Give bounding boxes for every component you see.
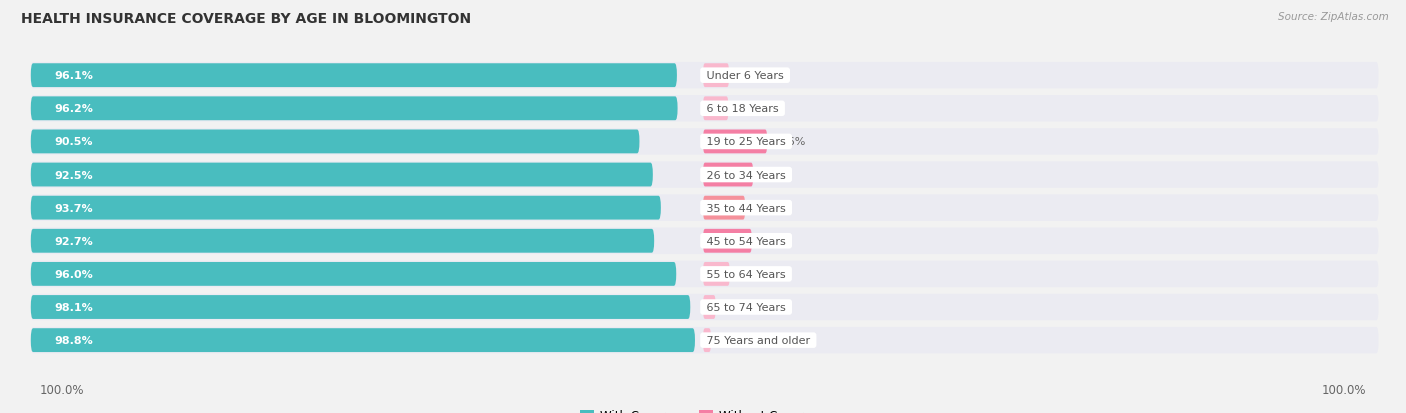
Text: Source: ZipAtlas.com: Source: ZipAtlas.com [1278,12,1389,22]
Text: HEALTH INSURANCE COVERAGE BY AGE IN BLOOMINGTON: HEALTH INSURANCE COVERAGE BY AGE IN BLOO… [21,12,471,26]
FancyBboxPatch shape [703,130,768,154]
Text: 7.3%: 7.3% [762,236,790,246]
Text: 3.9%: 3.9% [740,71,768,81]
Text: 96.1%: 96.1% [55,71,93,81]
FancyBboxPatch shape [31,328,695,352]
Text: 100.0%: 100.0% [39,384,84,396]
FancyBboxPatch shape [31,64,676,88]
FancyBboxPatch shape [31,195,1378,221]
FancyBboxPatch shape [31,162,1378,188]
Text: 100.0%: 100.0% [1322,384,1367,396]
FancyBboxPatch shape [31,261,1378,287]
Text: 75 Years and older: 75 Years and older [703,335,814,345]
Text: 7.5%: 7.5% [763,170,792,180]
FancyBboxPatch shape [31,229,654,253]
FancyBboxPatch shape [31,196,661,220]
FancyBboxPatch shape [703,163,754,187]
FancyBboxPatch shape [31,295,690,319]
FancyBboxPatch shape [31,130,640,154]
Text: 1.9%: 1.9% [725,302,754,312]
Text: Under 6 Years: Under 6 Years [703,71,787,81]
FancyBboxPatch shape [703,295,716,319]
Text: 98.8%: 98.8% [55,335,93,345]
Text: 26 to 34 Years: 26 to 34 Years [703,170,789,180]
Text: 6 to 18 Years: 6 to 18 Years [703,104,782,114]
FancyBboxPatch shape [703,196,745,220]
Text: 90.5%: 90.5% [55,137,93,147]
Text: 92.7%: 92.7% [55,236,93,246]
FancyBboxPatch shape [31,97,678,121]
FancyBboxPatch shape [31,129,1378,155]
FancyBboxPatch shape [703,229,752,253]
FancyBboxPatch shape [31,327,1378,354]
Text: 55 to 64 Years: 55 to 64 Years [703,269,789,279]
Text: 92.5%: 92.5% [55,170,93,180]
FancyBboxPatch shape [703,328,711,352]
Text: 45 to 54 Years: 45 to 54 Years [703,236,789,246]
Text: 1.2%: 1.2% [721,335,749,345]
FancyBboxPatch shape [31,96,1378,122]
Text: 19 to 25 Years: 19 to 25 Years [703,137,789,147]
Text: 6.3%: 6.3% [755,203,783,213]
Text: 35 to 44 Years: 35 to 44 Years [703,203,789,213]
FancyBboxPatch shape [703,262,730,286]
Text: 65 to 74 Years: 65 to 74 Years [703,302,789,312]
Text: 96.2%: 96.2% [55,104,93,114]
Legend: With Coverage, Without Coverage: With Coverage, Without Coverage [575,404,831,413]
Text: 4.0%: 4.0% [740,269,768,279]
FancyBboxPatch shape [31,63,1378,89]
FancyBboxPatch shape [703,97,728,121]
FancyBboxPatch shape [31,163,652,187]
FancyBboxPatch shape [31,294,1378,320]
Text: 96.0%: 96.0% [55,269,93,279]
Text: 93.7%: 93.7% [55,203,93,213]
FancyBboxPatch shape [31,228,1378,254]
FancyBboxPatch shape [703,64,730,88]
Text: 98.1%: 98.1% [55,302,93,312]
FancyBboxPatch shape [31,262,676,286]
Text: 3.8%: 3.8% [738,104,766,114]
Text: 9.6%: 9.6% [778,137,806,147]
